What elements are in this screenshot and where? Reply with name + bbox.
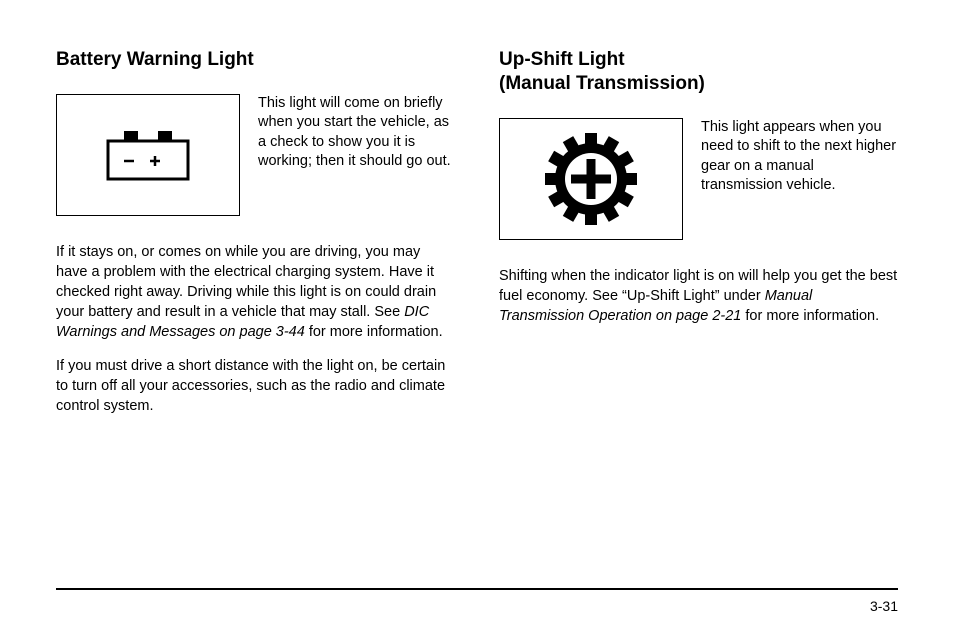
battery-para-2: If you must drive a short distance with … [56, 356, 455, 416]
upshift-para-1: Shifting when the indicator light is on … [499, 266, 898, 326]
page-content: Battery Warning Light This light will co… [56, 48, 898, 548]
battery-heading: Battery Warning Light [56, 48, 455, 72]
battery-icon-caption: This light will come on briefly when you… [258, 94, 455, 172]
upshift-icon-caption: This light appears when you need to shif… [701, 118, 898, 196]
upshift-icon-row: This light appears when you need to shif… [499, 118, 898, 240]
left-column: Battery Warning Light This light will co… [56, 48, 455, 548]
battery-para-1a: If it stays on, or comes on while you ar… [56, 244, 436, 320]
battery-icon [102, 125, 194, 185]
battery-icon-row: This light will come on briefly when you… [56, 94, 455, 216]
right-column: Up-Shift Light (Manual Transmission) [499, 48, 898, 548]
battery-para-1: If it stays on, or comes on while you ar… [56, 242, 455, 342]
footer-rule [56, 588, 898, 590]
battery-para-1b: for more information. [305, 324, 443, 340]
battery-icon-box [56, 94, 240, 216]
gear-plus-icon [543, 131, 639, 227]
upshift-heading: Up-Shift Light (Manual Transmission) [499, 48, 898, 96]
upshift-para-1b: for more information. [741, 308, 879, 324]
page-number: 3-31 [870, 598, 898, 614]
upshift-icon-box [499, 118, 683, 240]
upshift-para-1a: Shifting when the indicator light is on … [499, 268, 897, 304]
